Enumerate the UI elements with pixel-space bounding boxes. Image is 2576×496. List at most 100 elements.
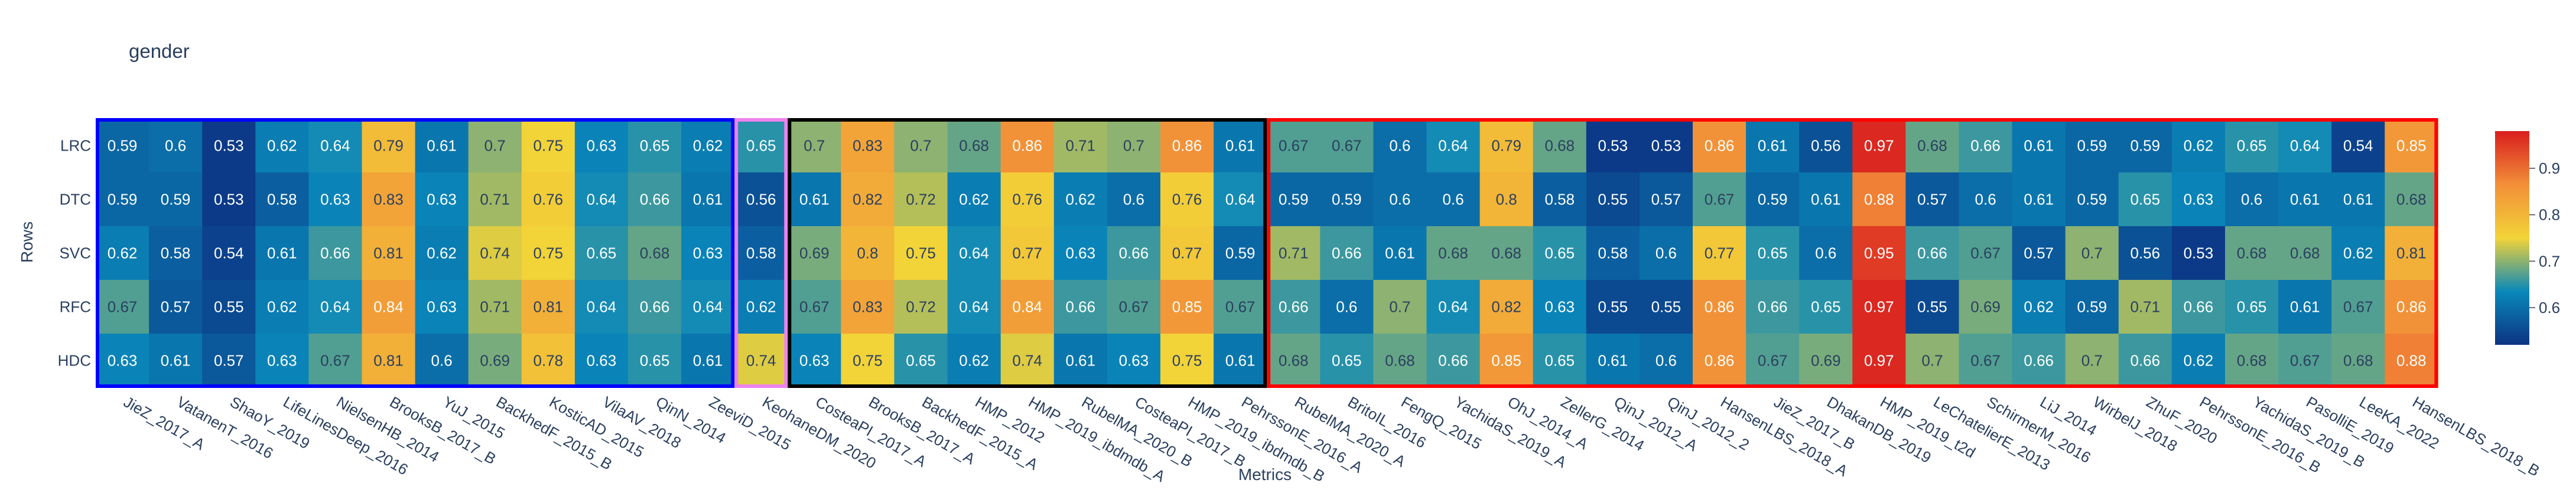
heatmap-cell bbox=[947, 280, 1001, 334]
cell-value-label: 0.74 bbox=[1012, 352, 1042, 370]
heatmap-cell bbox=[1320, 172, 1374, 227]
cell-value-label: 0.58 bbox=[267, 191, 297, 208]
cell-value-label: 0.59 bbox=[1279, 191, 1309, 208]
cell-value-label: 0.61 bbox=[1758, 137, 1788, 155]
heatmap-cell bbox=[1373, 226, 1427, 280]
cell-value-label: 0.57 bbox=[214, 352, 244, 370]
cell-value-label: 0.67 bbox=[1970, 244, 2001, 262]
heatmap-cell bbox=[1905, 226, 1960, 280]
heatmap-cell bbox=[2225, 334, 2279, 388]
heatmap-cell bbox=[1214, 226, 1267, 280]
cell-value-label: 0.75 bbox=[906, 244, 936, 262]
heatmap-cell bbox=[1533, 334, 1587, 388]
cell-value-label: 0.86 bbox=[1012, 137, 1042, 155]
heatmap-cell bbox=[1693, 280, 1746, 334]
cell-value-label: 0.56 bbox=[746, 191, 776, 208]
cell-value-label: 0.65 bbox=[746, 137, 776, 155]
heatmap-cell bbox=[1799, 172, 1853, 227]
cell-value-label: 0.65 bbox=[1811, 298, 1841, 316]
cell-value-label: 0.63 bbox=[1119, 352, 1149, 370]
cell-value-label: 0.66 bbox=[1065, 298, 1095, 316]
chart-title: gender bbox=[129, 40, 190, 62]
cell-value-label: 0.81 bbox=[373, 352, 404, 370]
cell-value-label: 0.66 bbox=[1332, 244, 1362, 262]
cell-value-label: 0.61 bbox=[267, 244, 297, 262]
heatmap-cell bbox=[2065, 119, 2119, 173]
heatmap-cell bbox=[788, 226, 841, 280]
heatmap-cell bbox=[1267, 334, 1320, 388]
heatmap-cell bbox=[2118, 280, 2172, 334]
cell-value-label: 0.65 bbox=[640, 352, 670, 370]
cell-value-label: 0.6 bbox=[1655, 244, 1677, 262]
heatmap-cell bbox=[628, 172, 682, 227]
cell-value-label: 0.65 bbox=[2237, 137, 2267, 155]
cell-value-label: 0.57 bbox=[2024, 244, 2054, 262]
y-tick-label: SVC bbox=[60, 244, 91, 262]
cell-value-label: 0.61 bbox=[1385, 244, 1415, 262]
heatmap-cell bbox=[1905, 119, 1960, 173]
heatmap-cell bbox=[1586, 226, 1640, 280]
cell-value-label: 0.67 bbox=[1758, 352, 1788, 370]
heatmap-cell bbox=[1959, 334, 2013, 388]
cell-value-label: 0.68 bbox=[1385, 352, 1415, 370]
heatmap-cell bbox=[1746, 280, 1800, 334]
cell-value-label: 0.65 bbox=[1544, 352, 1575, 370]
heatmap-cell bbox=[1000, 226, 1055, 280]
heatmap-cell bbox=[2278, 226, 2332, 280]
cell-value-label: 0.75 bbox=[533, 137, 563, 155]
heatmap-cell bbox=[1852, 172, 1906, 227]
heatmap-cell bbox=[308, 119, 363, 173]
heatmap-cell bbox=[1107, 119, 1161, 173]
heatmap-cell bbox=[1639, 280, 1693, 334]
cell-value-label: 0.64 bbox=[587, 298, 617, 316]
cell-value-label: 0.68 bbox=[1438, 244, 1468, 262]
heatmap-cell bbox=[1214, 172, 1267, 227]
cell-value-label: 0.66 bbox=[1917, 244, 1947, 262]
cell-value-label: 0.85 bbox=[2396, 137, 2427, 155]
heatmap-cell bbox=[308, 226, 363, 280]
cell-value-label: 0.86 bbox=[1172, 137, 1202, 155]
cell-value-label: 0.63 bbox=[693, 244, 723, 262]
heatmap-cell bbox=[1000, 334, 1055, 388]
cell-value-label: 0.64 bbox=[1225, 191, 1256, 208]
cell-value-label: 0.77 bbox=[1172, 244, 1202, 262]
heatmap-cell bbox=[2171, 226, 2226, 280]
cell-value-label: 0.58 bbox=[1544, 191, 1575, 208]
heatmap-cell bbox=[521, 280, 575, 334]
cell-value-label: 0.68 bbox=[2396, 191, 2427, 208]
heatmap-cell bbox=[574, 226, 629, 280]
heatmap-cell bbox=[1373, 334, 1427, 388]
cell-value-label: 0.6 bbox=[1389, 191, 1410, 208]
cell-value-label: 0.76 bbox=[1172, 191, 1202, 208]
cell-value-label: 0.63 bbox=[799, 352, 830, 370]
cell-value-label: 0.66 bbox=[1119, 244, 1149, 262]
heatmap-cell bbox=[1000, 280, 1055, 334]
colorbar-tick-labels: 0.6 0.7 0.8 0.9 bbox=[2529, 159, 2560, 316]
cell-value-label: 0.62 bbox=[959, 191, 989, 208]
cell-value-label: 0.65 bbox=[640, 137, 670, 155]
cell-value-label: 0.82 bbox=[1491, 298, 1521, 316]
x-axis-tick-labels: JieZ_2017_AVatanenT_2016ShaoY_2019LifeLi… bbox=[121, 393, 2543, 485]
heatmap-cell bbox=[1639, 172, 1693, 227]
cell-value-label: 0.79 bbox=[373, 137, 404, 155]
heatmap-cell bbox=[149, 119, 203, 173]
cell-value-label: 0.68 bbox=[1491, 244, 1521, 262]
cell-value-label: 0.61 bbox=[1598, 352, 1628, 370]
cell-value-label: 0.84 bbox=[373, 298, 404, 316]
heatmap-cell bbox=[521, 172, 575, 227]
heatmap-cell bbox=[2065, 280, 2119, 334]
cell-value-label: 0.56 bbox=[2130, 244, 2160, 262]
heatmap-cell bbox=[681, 119, 735, 173]
heatmap-cell bbox=[2118, 119, 2172, 173]
cell-value-label: 0.6 bbox=[1815, 244, 1836, 262]
heatmap-cell bbox=[362, 226, 416, 280]
cell-value-label: 0.69 bbox=[1811, 352, 1841, 370]
cell-value-label: 0.58 bbox=[161, 244, 191, 262]
heatmap-cell bbox=[1214, 334, 1267, 388]
heatmap-cell bbox=[734, 119, 788, 173]
group-border bbox=[734, 118, 788, 388]
heatmap-cell bbox=[415, 280, 469, 334]
cell-value-label: 0.67 bbox=[1279, 137, 1309, 155]
y-tick-label: HDC bbox=[58, 352, 91, 370]
heatmap-cell bbox=[1426, 334, 1481, 388]
